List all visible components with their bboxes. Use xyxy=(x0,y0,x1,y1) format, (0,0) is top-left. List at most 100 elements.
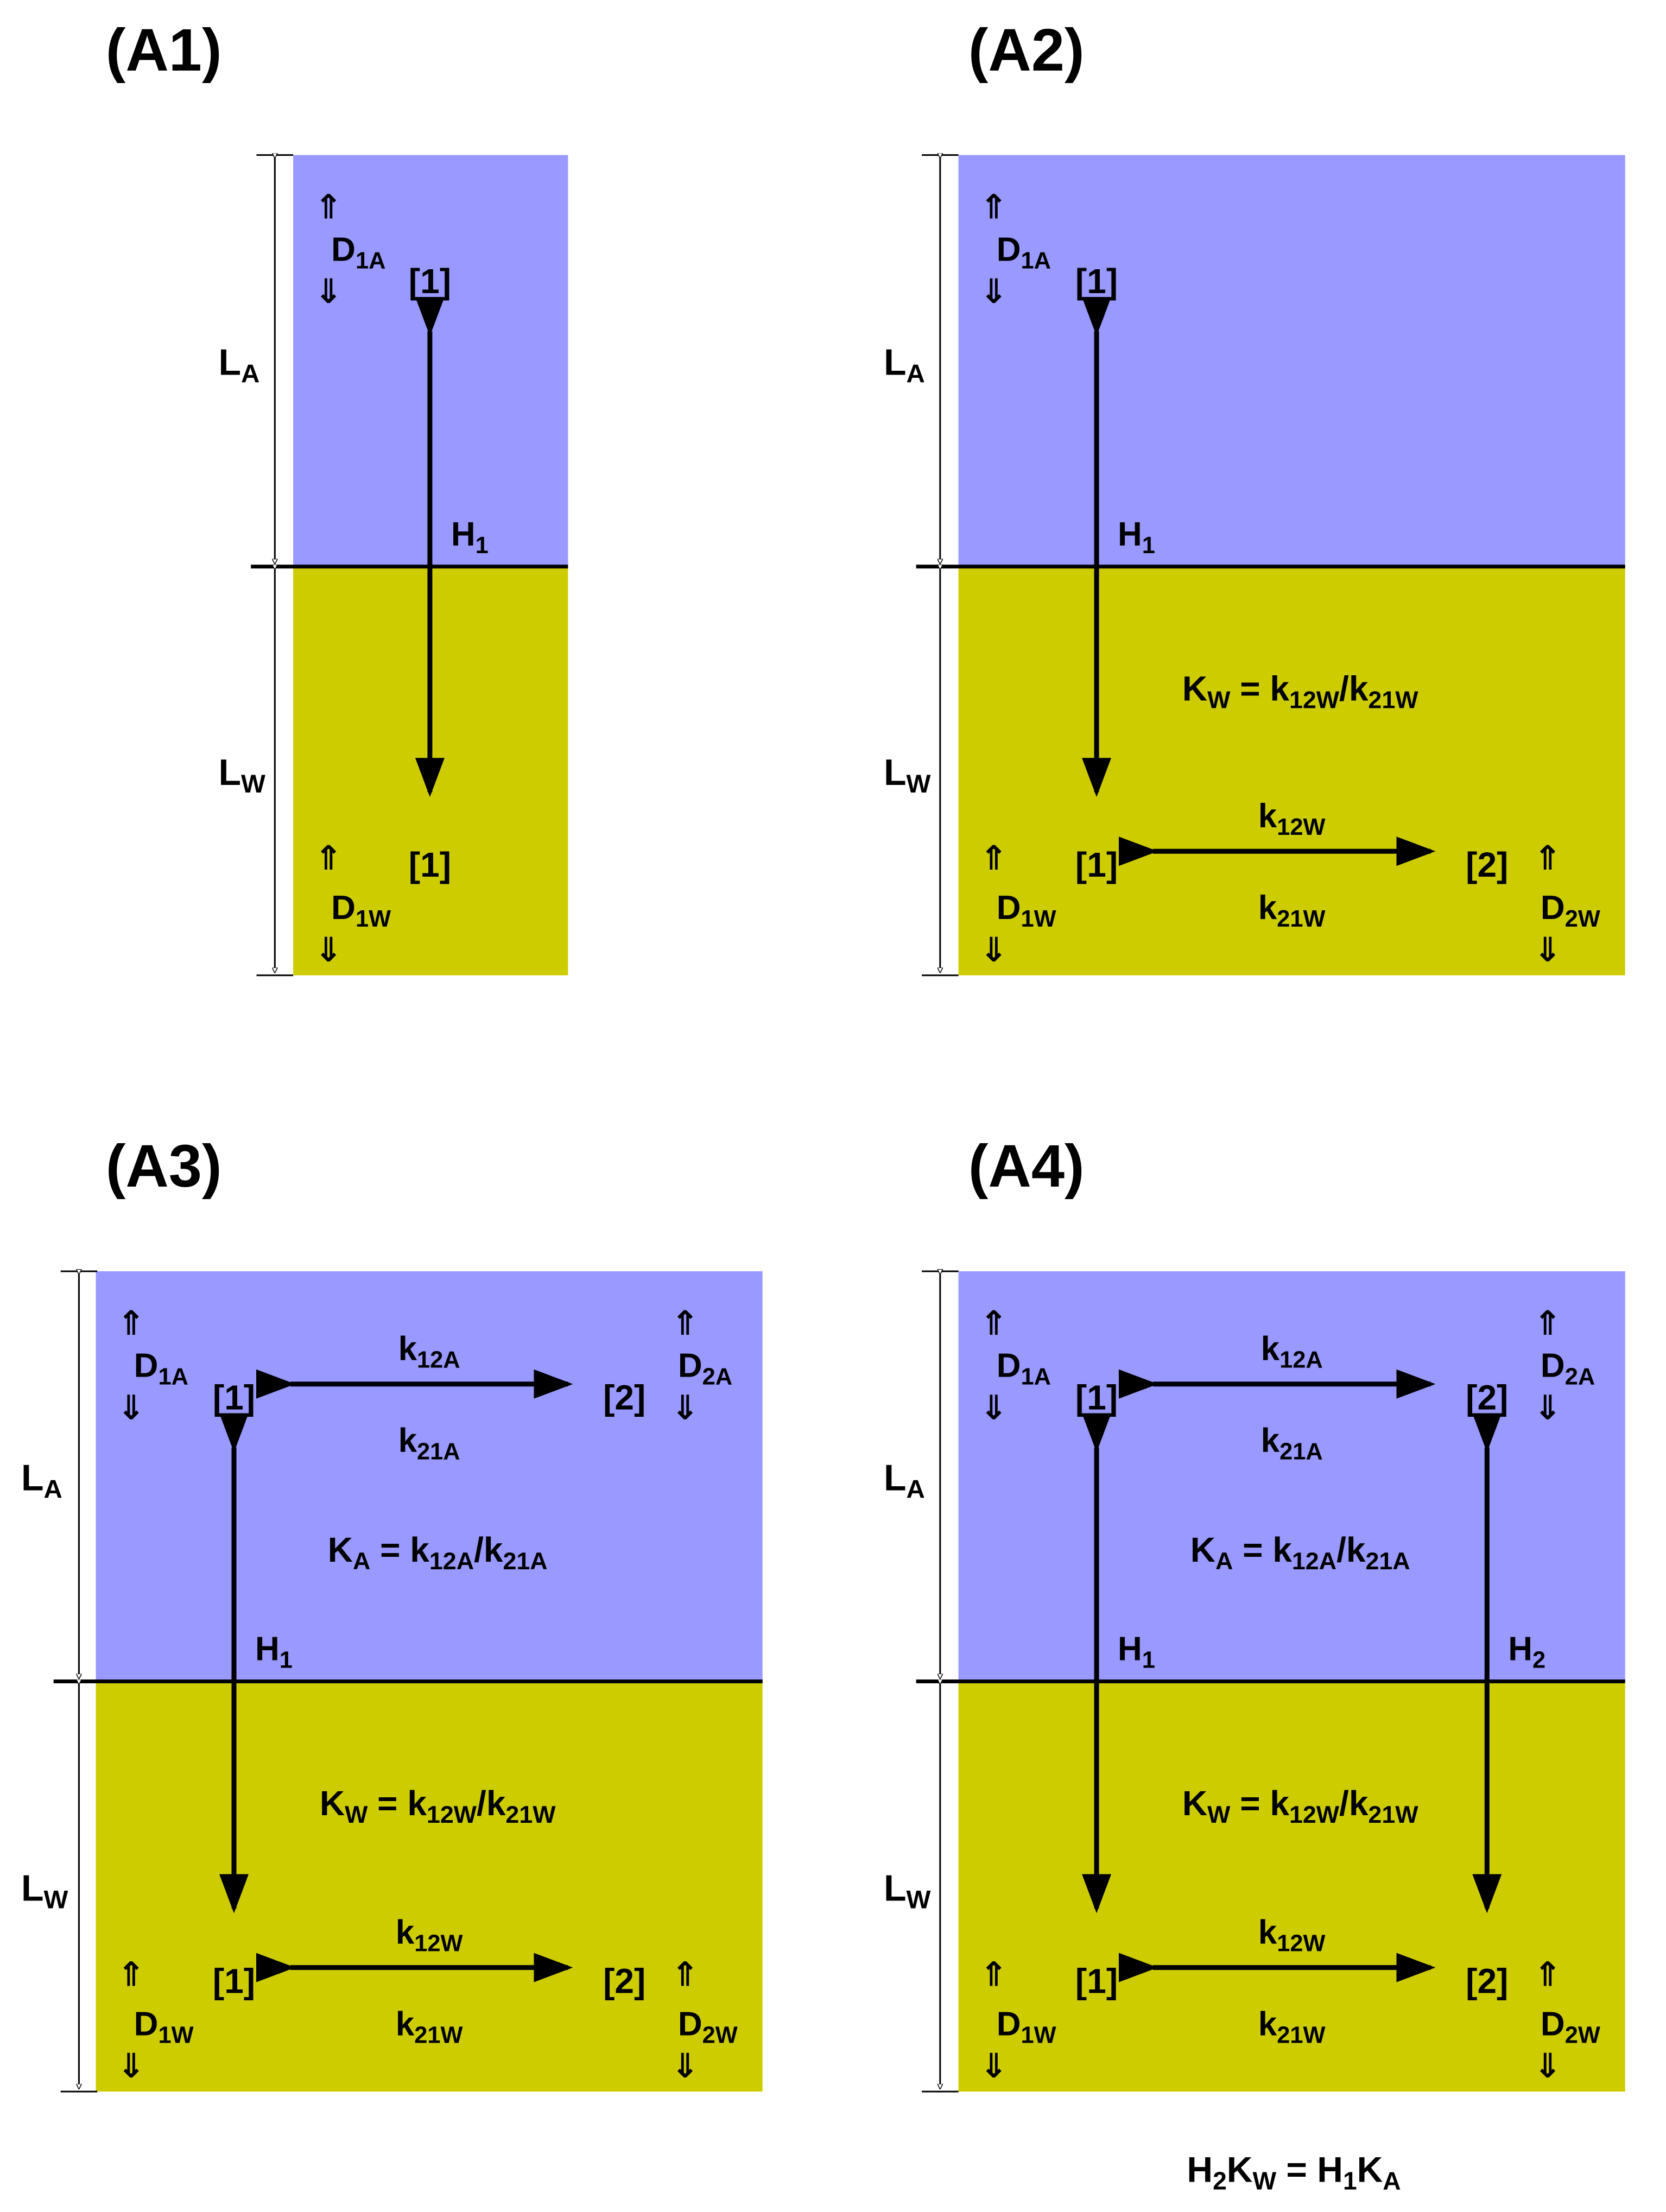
diffusion-up-icon: ⇑ xyxy=(1534,1305,1562,1342)
water-equilibrium-constant: KW = k12W/k21W xyxy=(1182,1784,1418,1828)
diffusion-coefficient-label: D1A xyxy=(134,1347,188,1390)
rate-constant-reverse: k21W xyxy=(396,2005,463,2048)
diffusion-down-icon: ⇓ xyxy=(1534,1390,1562,1427)
panel-title: (A2) xyxy=(968,17,1085,84)
rate-constant-forward: k12A xyxy=(398,1330,460,1373)
diffusion-up-icon: ⇑ xyxy=(980,1305,1008,1342)
diffusion-down-icon: ⇓ xyxy=(671,2048,699,2085)
species-2-water: [2] xyxy=(1466,845,1508,884)
rate-constant-forward: k12W xyxy=(396,1914,463,1957)
water-phase xyxy=(96,1681,763,2092)
diffusion-coefficient-label: D1W xyxy=(134,2005,194,2048)
species-2-air: [2] xyxy=(603,1378,645,1417)
diffusion-up-icon: ⇑ xyxy=(671,1956,699,1993)
species-2-air: [2] xyxy=(1466,1378,1508,1417)
diffusion-coefficient-label: D2A xyxy=(1541,1347,1595,1390)
henry-constant-label: H1 xyxy=(1118,1631,1155,1674)
henry-constant-label: H1 xyxy=(1118,516,1155,559)
species-2-water: [2] xyxy=(1466,1961,1508,2000)
diffusion-down-icon: ⇓ xyxy=(117,2048,145,2085)
diffusion-down-icon: ⇓ xyxy=(1534,2048,1562,2085)
dimension-lines xyxy=(922,155,959,977)
diffusion-down-icon: ⇓ xyxy=(980,2048,1008,2085)
panel-title: (A4) xyxy=(968,1133,1085,1200)
henry-constant-label: H2 xyxy=(1508,1631,1545,1674)
diffusion-up-icon: ⇑ xyxy=(980,188,1008,226)
air-phase xyxy=(96,1271,763,1682)
diffusion-up-icon: ⇑ xyxy=(1534,840,1562,877)
length-air-label: LA xyxy=(218,342,259,389)
diffusion-down-icon: ⇓ xyxy=(980,1390,1008,1427)
species-1-air: [1] xyxy=(1075,262,1118,301)
diffusion-down-icon: ⇓ xyxy=(117,1390,145,1427)
species-2-water: [2] xyxy=(603,1961,645,2000)
diffusion-down-icon: ⇓ xyxy=(314,931,343,969)
diffusion-up-icon: ⇑ xyxy=(1534,1956,1562,1993)
rate-constant-reverse: k21A xyxy=(1261,1422,1323,1465)
diffusion-down-icon: ⇓ xyxy=(980,931,1008,969)
species-1-water: [1] xyxy=(409,845,451,884)
diffusion-down-icon: ⇓ xyxy=(1534,931,1562,969)
water-phase xyxy=(958,1681,1625,2092)
panel-title: (A3) xyxy=(106,1133,222,1200)
water-equilibrium-constant: KW = k12W/k21W xyxy=(1182,669,1418,713)
rate-constant-forward: k12W xyxy=(1258,797,1326,840)
diffusion-coefficient-label: D1W xyxy=(331,889,391,932)
length-air-label: LA xyxy=(21,1457,62,1504)
footer-relation: H2KW = H1KA xyxy=(1187,2149,1401,2195)
diffusion-coefficient-label: D2W xyxy=(1541,2005,1600,2048)
henry-constant-label: H1 xyxy=(451,516,489,559)
diffusion-coefficient-label: D1A xyxy=(997,1347,1051,1390)
species-1-water: [1] xyxy=(1075,1961,1118,2000)
diffusion-down-icon: ⇓ xyxy=(980,273,1008,310)
rate-constant-forward: k12A xyxy=(1261,1330,1323,1373)
length-air-label: LA xyxy=(884,1457,925,1504)
rate-constant-reverse: k21A xyxy=(398,1422,460,1465)
diffusion-up-icon: ⇑ xyxy=(314,840,343,877)
air-phase xyxy=(958,1271,1625,1682)
diffusion-coefficient-label: D1W xyxy=(997,2005,1056,2048)
length-water-label: LW xyxy=(884,752,931,798)
diffusion-up-icon: ⇑ xyxy=(980,840,1008,877)
length-water-label: LW xyxy=(21,1867,68,1914)
species-1-air: [1] xyxy=(409,262,451,301)
diffusion-up-icon: ⇑ xyxy=(671,1305,699,1342)
air-equilibrium-constant: KA = k12A/k21A xyxy=(328,1530,548,1575)
dimension-lines xyxy=(60,1271,98,2093)
water-equilibrium-constant: KW = k12W/k21W xyxy=(320,1784,556,1828)
diffusion-up-icon: ⇑ xyxy=(980,1956,1008,1993)
panel-title: (A1) xyxy=(106,17,222,84)
air-equilibrium-constant: KA = k12A/k21A xyxy=(1190,1530,1410,1575)
diffusion-coefficient-label: D2W xyxy=(678,2005,738,2048)
species-1-air: [1] xyxy=(1075,1378,1118,1417)
diffusion-down-icon: ⇓ xyxy=(671,1390,699,1427)
diffusion-up-icon: ⇑ xyxy=(117,1305,145,1342)
diffusion-coefficient-label: D1A xyxy=(331,231,385,274)
species-1-water: [1] xyxy=(213,1961,255,2000)
species-1-water: [1] xyxy=(1075,845,1118,884)
dimension-lines xyxy=(256,155,294,977)
species-1-air: [1] xyxy=(213,1378,255,1417)
diffusion-coefficient-label: D1A xyxy=(997,231,1051,274)
diffusion-up-icon: ⇑ xyxy=(117,1956,145,1993)
diffusion-coefficient-label: D2A xyxy=(678,1347,732,1390)
rate-constant-reverse: k21W xyxy=(1258,2005,1326,2048)
rate-constant-reverse: k21W xyxy=(1258,889,1326,932)
dimension-lines xyxy=(922,1271,959,2093)
length-water-label: LW xyxy=(218,752,265,798)
air-phase xyxy=(958,155,1625,567)
henry-constant-label: H1 xyxy=(255,1631,293,1674)
diffusion-coefficient-label: D1W xyxy=(997,889,1056,932)
diffusion-coefficient-label: D2W xyxy=(1541,889,1600,932)
length-water-label: LW xyxy=(884,1867,931,1914)
diffusion-down-icon: ⇓ xyxy=(314,273,343,310)
water-phase xyxy=(958,566,1625,975)
rate-constant-forward: k12W xyxy=(1258,1914,1326,1957)
length-air-label: LA xyxy=(884,342,925,389)
diffusion-up-icon: ⇑ xyxy=(314,188,343,226)
